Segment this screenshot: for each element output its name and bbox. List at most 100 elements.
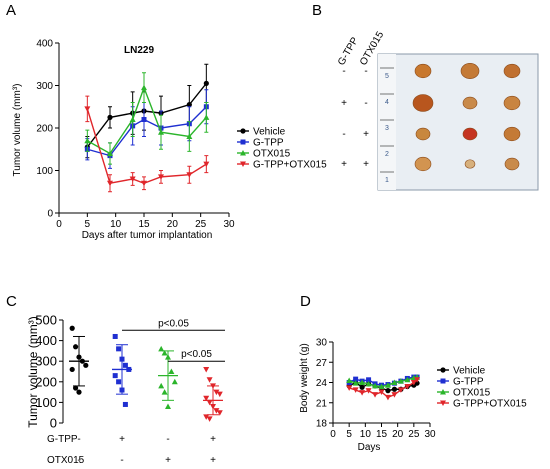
data-point <box>84 137 91 144</box>
chart-c-treatment-rows: - - + - - + + + G-TPP OTX015 <box>47 434 216 466</box>
data-point <box>366 377 372 383</box>
photo-ruler-marks: 5 4 3 2 1 <box>380 67 394 184</box>
chart-d-ylabel: Body weight (g) <box>299 343 310 412</box>
legend-label: Vehicle <box>453 366 486 377</box>
scatter-point <box>158 345 165 352</box>
x-tick-label: 0 <box>330 429 336 440</box>
y-tick-label: 27 <box>316 358 328 369</box>
data-point <box>372 392 379 398</box>
data-point <box>346 377 353 383</box>
panel-label-b: B <box>312 2 322 19</box>
x-tick-label: 15 <box>376 429 388 440</box>
chart-c-significance: p<0.05 p<0.05 <box>122 318 225 362</box>
chart-c-axes: 0 100 200 300 400 500 <box>35 313 64 431</box>
legend-marker <box>240 150 246 156</box>
gtpp-sign: - <box>77 434 80 445</box>
legend-marker <box>240 139 246 145</box>
tumor-sample <box>415 127 431 141</box>
data-point <box>186 172 193 178</box>
y-tick-label: 18 <box>316 419 328 430</box>
x-tick-label: 30 <box>223 219 235 230</box>
legend-marker <box>440 378 446 384</box>
data-point <box>186 102 192 108</box>
chart-d-xlabel: Days <box>358 442 381 453</box>
data-point <box>107 180 113 187</box>
y-tick-label: 200 <box>35 374 57 389</box>
y-tick-label: 300 <box>35 354 57 369</box>
x-tick-label: 5 <box>346 429 352 440</box>
gtpp-sign: - <box>166 434 169 445</box>
data-point <box>158 129 164 135</box>
y-tick-label: 200 <box>36 124 53 135</box>
data-point <box>186 133 193 139</box>
y-tick-label: 100 <box>36 166 53 177</box>
tumor-sample <box>412 94 434 112</box>
scatter-point <box>158 382 165 389</box>
ruler-number: 4 <box>385 99 389 106</box>
tumor-sample <box>460 63 480 79</box>
ruler-number: 3 <box>385 125 389 132</box>
x-tick-label: 20 <box>167 219 179 230</box>
otx015-sign: + <box>210 455 216 466</box>
legend-label: G-TPP <box>253 138 284 149</box>
data-point <box>141 180 147 187</box>
scatter-point <box>112 333 118 339</box>
y-tick-label: 500 <box>35 313 57 328</box>
legend-marker <box>240 161 246 167</box>
significance-label: p<0.05 <box>181 349 212 360</box>
scatter-point <box>83 362 89 368</box>
otx015-sign: + <box>165 455 171 466</box>
data-point <box>397 387 404 393</box>
row-label-gtpp: G-TPP <box>47 434 78 445</box>
gtpp-sign: - <box>342 129 345 140</box>
scatter-point <box>206 377 213 383</box>
y-tick-label: 300 <box>36 81 53 92</box>
legend-label: G-TPP+OTX015 <box>253 160 327 171</box>
x-tick-label: 0 <box>56 219 62 230</box>
otx015-sign: - <box>364 66 367 77</box>
panel-label-a: A <box>6 2 16 19</box>
data-point <box>203 80 209 86</box>
data-point <box>391 379 398 385</box>
x-tick-label: 25 <box>408 429 420 440</box>
data-point <box>107 114 113 120</box>
scatter-point <box>76 389 82 395</box>
legend-marker <box>440 400 446 406</box>
scatter-point <box>122 362 128 368</box>
chart-c-ylabel: Tumor volume (mm³) <box>26 316 40 428</box>
legend-label: Vehicle <box>253 127 286 138</box>
x-tick-label: 15 <box>138 219 150 230</box>
legend-label: OTX015 <box>253 149 291 160</box>
otx015-sign: + <box>363 129 369 140</box>
scatter-point <box>69 325 75 331</box>
data-point <box>353 376 359 382</box>
tumor-sample <box>504 157 520 171</box>
data-point <box>203 114 210 120</box>
legend-marker <box>440 367 446 373</box>
gtpp-sign: + <box>210 434 216 445</box>
chart-a-title: LN229 <box>124 45 154 56</box>
gtpp-sign: + <box>341 98 347 109</box>
data-point <box>352 380 359 386</box>
chart-a-series <box>84 63 210 193</box>
chart-a-xlabel: Days after tumor implantation <box>82 230 213 241</box>
gtpp-sign: - <box>342 66 345 77</box>
data-point <box>365 380 372 387</box>
tumor-sample <box>503 126 521 142</box>
data-point <box>129 176 136 182</box>
y-tick-label: 21 <box>316 398 328 409</box>
scatter-point <box>206 399 213 406</box>
chart-c-points <box>69 325 223 422</box>
data-point <box>141 117 147 122</box>
gtpp-sign: + <box>341 159 347 170</box>
data-point <box>378 383 385 390</box>
data-point <box>404 384 411 390</box>
ruler-number: 5 <box>385 73 389 80</box>
photo-ruler <box>378 54 396 190</box>
ruler-number: 2 <box>385 151 389 158</box>
scatter-point <box>116 346 122 352</box>
chart-d-axes: 0 5 10 15 20 25 30 18 21 24 27 30 <box>316 338 436 441</box>
